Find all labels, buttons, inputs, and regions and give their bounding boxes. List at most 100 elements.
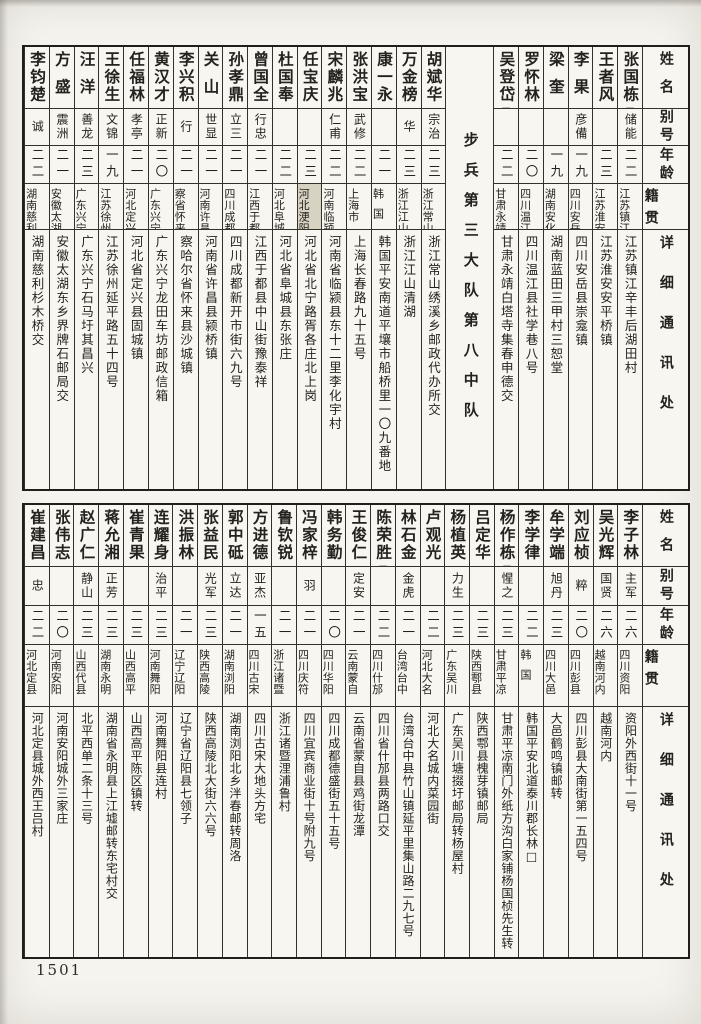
person-address-cell: 四川安岳县崇龛镇 [569, 230, 593, 489]
person-alias-cell [123, 567, 148, 606]
person-origin-cell: 辽宁辽阳 [173, 645, 198, 707]
person-age: 二一 [301, 608, 317, 642]
person-alias: 储能 [623, 113, 638, 141]
person-column: 洪振林 二一 辽宁辽阳 辽宁省辽阳县七领子 [172, 505, 198, 957]
person-age-cell: 二〇 [148, 146, 173, 184]
person-name-cell: 万金榜 [396, 47, 421, 109]
person-name: 卢观光 [423, 509, 442, 562]
person-age-cell: 二一 [223, 146, 248, 184]
person-age: 二三 [202, 608, 218, 642]
person-origin-cell: 安徽太湖 [49, 184, 74, 230]
person-name: 孙孝鼎 [226, 51, 245, 104]
person-origin-cell: 浙江常山 [421, 184, 446, 230]
person-name: 牟学端 [547, 509, 566, 562]
person-column: 汪洋 善龙 二三 广东兴宁 广东兴宁石马圩其昌兴 [73, 47, 99, 489]
person-name-cell: 崔青果 [123, 505, 148, 567]
annotation-mark [502, 106, 511, 108]
header-column: 姓名 别号 年龄 籍贯 详细通讯处 [642, 505, 688, 957]
person-age-cell: 二三 [198, 606, 222, 645]
person-name: 王者风 [596, 51, 615, 104]
person-alias-cell: 世显 [198, 109, 223, 146]
person-age: 二三 [79, 148, 95, 181]
person-origin: 察省怀来 [173, 188, 187, 230]
person-address: 韩国平安北道泰川郡长林□ [524, 712, 539, 864]
person-address: 四川温江县社学巷八号 [523, 235, 539, 375]
person-address-cell: 江苏镇江辛丰后湖田村 [618, 230, 642, 489]
person-name-cell: 李果 [568, 47, 593, 109]
person-name: 崔建昌 [28, 509, 47, 562]
person-alias-cell: 立三 [223, 109, 248, 146]
person-name: 黄汉才 [151, 51, 170, 104]
person-alias: 静山 [79, 572, 94, 600]
person-name-cell: 赵广仁 [74, 505, 99, 567]
person-alias: 孝亭 [129, 113, 144, 141]
person-origin-cell: 四川温江 [519, 184, 543, 230]
person-age-cell: 二〇 [568, 606, 593, 645]
person-alias-cell: 力生 [445, 567, 469, 606]
person-alias-cell: 孝亭 [124, 109, 148, 146]
header-name-cell: 姓名 [643, 505, 688, 567]
person-address: 河北省定兴县固城镇 [128, 235, 144, 361]
person-name-cell: 蒋允湘 [99, 505, 123, 567]
person-age: 二二 [523, 608, 539, 642]
person-alias-cell: 羽 [296, 567, 321, 606]
person-alias-cell: 震洲 [49, 109, 74, 146]
person-age: 二二 [498, 148, 514, 181]
person-alias: 正新 [154, 113, 169, 141]
person-origin: 河北阜城 [272, 188, 286, 230]
person-name: 吴光辉 [596, 509, 615, 562]
person-address: 四川成都新开市街六九号 [227, 235, 243, 389]
person-origin: 河南安阳 [49, 649, 63, 695]
person-origin-cell: 河北定县 [25, 645, 49, 707]
person-name: 任福林 [127, 51, 146, 104]
person-address-cell: 广东兴宁石马圩其昌兴 [75, 230, 99, 489]
person-age: 二〇 [54, 608, 70, 642]
person-address-cell: 河北定县城外西王吕村 [25, 707, 49, 957]
person-origin-cell: 四川成都 [223, 184, 248, 230]
person-age: 二一 [276, 608, 292, 642]
person-address: 湖南浏阳北乡泮春邮转周洛 [227, 712, 242, 862]
person-name-cell: 韩务勤 [321, 505, 346, 567]
person-age: 二一 [376, 148, 392, 181]
person-name: 鲁钦锐 [275, 509, 294, 562]
person-address-cell: 河北大名城内菜园街 [421, 707, 445, 957]
person-address: 河北省北宁路胥各庄北上岗 [302, 235, 318, 403]
person-origin-cell: 江苏淮安 [593, 184, 618, 230]
person-address-cell: 北平西单二条十三号 [74, 707, 98, 957]
person-address-cell: 江苏淮安安平桥镇 [593, 230, 617, 489]
person-alias-cell: 彦備 [568, 109, 593, 146]
person-age: 二三 [128, 608, 144, 642]
person-origin-cell: 河南安阳 [49, 645, 74, 707]
person-name: 杜国奉 [275, 51, 294, 104]
person-alias-cell [519, 109, 543, 146]
person-name: 郭中砥 [225, 509, 244, 562]
person-name-cell: 林石金 [395, 505, 420, 567]
person-age-cell: 二二 [420, 606, 445, 645]
person-age-cell: 一九 [543, 146, 568, 184]
person-address: 河南省许昌县颍桥镇 [202, 235, 218, 361]
person-origin: 陕西高陵 [198, 649, 211, 695]
person-origin-cell: 浙江诸暨 [272, 645, 296, 707]
person-column: 韩务勤 二〇 四川华阳 四川成都德盛街五十五号 [320, 505, 346, 957]
person-origin-cell: 四川大邑 [544, 645, 568, 707]
person-alias: 金虎 [400, 572, 415, 600]
person-name: 胡斌华 [424, 51, 443, 104]
person-address: 江西于都县中山街豫泰祥 [252, 235, 268, 389]
person-address-cell: 浙江诸暨浬浦鲁村 [272, 707, 296, 957]
person-name-cell: 王俊仁 [346, 505, 371, 567]
header-name-label: 姓名 [657, 51, 674, 107]
person-column: 杨植英 力生 二三 广东吴川 广东吴川塘掇圩邮局转杨屋村 [444, 505, 469, 957]
person-age-cell: 二一 [173, 606, 198, 645]
person-name-cell: 杨植英 [445, 505, 469, 567]
person-name-cell: 杨作栋 [494, 505, 519, 567]
header-age-label: 年龄 [657, 146, 674, 183]
person-name: 杨植英 [448, 509, 467, 562]
person-name: 张益民 [201, 509, 220, 562]
person-alias-cell: 旭丹 [544, 567, 568, 606]
person-origin: 上海市 [347, 188, 360, 223]
person-address: 韩国平安南道平壤市船桥里一〇九番地 [376, 235, 392, 473]
person-origin-cell: 河南许昌 [198, 184, 223, 230]
person-address-cell: 湖南省永明县上江墟邮转东宅村交 [99, 707, 123, 957]
person-origin-cell: 湖南浏阳 [222, 645, 247, 707]
person-origin: 湖南慈利 [25, 188, 38, 230]
